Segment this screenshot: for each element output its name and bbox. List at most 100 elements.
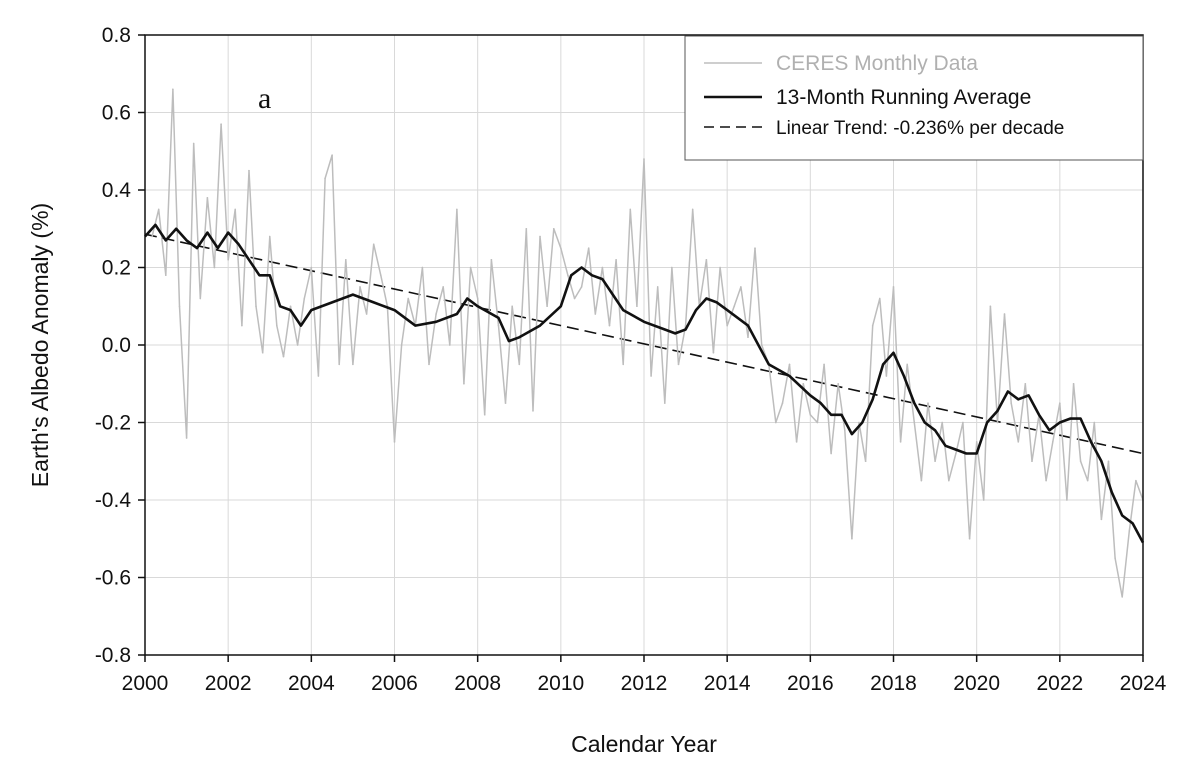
monthly-data-series	[151, 88, 1144, 598]
monthly-data-point	[684, 324, 687, 327]
monthly-data-point	[552, 227, 555, 230]
monthly-data-point	[788, 363, 791, 366]
monthly-data-point	[421, 266, 424, 269]
monthly-data-point	[407, 297, 410, 300]
monthly-data-point	[192, 142, 195, 145]
monthly-data-point	[532, 410, 534, 412]
monthly-data-line	[151, 88, 1144, 598]
x-tick-label: 2024	[1120, 672, 1167, 695]
monthly-data-point	[823, 363, 825, 366]
y-tick-label: -0.4	[95, 489, 132, 512]
monthly-data-point	[594, 313, 597, 315]
monthly-data-point	[338, 363, 340, 366]
monthly-data-point	[719, 266, 721, 269]
monthly-data-point	[539, 235, 541, 238]
panel-label: a	[258, 82, 271, 115]
y-tick-label: -0.2	[95, 412, 131, 435]
x-axis-ticks: 2000 2002 2004 2006 2008 2010 2012 2014 2016 2018…	[122, 655, 1167, 695]
y-tick-label: -0.8	[95, 644, 131, 667]
monthly-data-point	[837, 382, 839, 385]
monthly-data-point	[871, 324, 874, 327]
monthly-data-point	[726, 324, 728, 327]
monthly-data-point	[379, 274, 382, 277]
monthly-data-point	[511, 305, 513, 308]
monthly-data-point	[795, 441, 798, 443]
monthly-data-point	[393, 441, 396, 443]
monthly-data-point	[622, 363, 625, 366]
monthly-data-point	[747, 336, 749, 339]
monthly-data-point	[365, 313, 368, 315]
monthly-data-point	[580, 286, 583, 288]
y-tick-label: 0.4	[102, 179, 132, 202]
monthly-data-point	[303, 297, 306, 300]
monthly-data-point	[1114, 557, 1116, 559]
monthly-data-point	[775, 421, 777, 424]
monthly-data-point	[248, 169, 250, 172]
y-axis-title: Earth's Albedo Anomaly (%)	[27, 203, 53, 487]
monthly-data-point	[1121, 596, 1124, 598]
monthly-data-point	[497, 324, 500, 327]
monthly-data-point	[740, 286, 742, 288]
monthly-data-point	[1079, 460, 1082, 463]
monthly-data-point	[802, 382, 805, 385]
monthly-data-point	[760, 344, 763, 346]
monthly-data-point	[712, 351, 715, 354]
monthly-data-point	[975, 441, 978, 443]
monthly-data-point	[1003, 313, 1006, 315]
monthly-data-point	[476, 297, 479, 300]
monthly-data-point	[1093, 421, 1096, 424]
monthly-data-point	[567, 274, 569, 277]
monthly-data-point	[1086, 479, 1089, 482]
monthly-data-point	[982, 499, 985, 501]
monthly-data-point	[469, 266, 472, 269]
monthly-data-point	[691, 208, 694, 211]
x-tick-label: 2008	[454, 672, 501, 695]
monthly-data-point	[172, 88, 174, 91]
monthly-data-point	[185, 437, 188, 439]
x-tick-label: 2014	[704, 672, 751, 695]
monthly-data-point	[962, 421, 964, 424]
monthly-data-point	[518, 363, 521, 366]
monthly-data-point	[220, 123, 222, 125]
monthly-data-point	[1031, 460, 1033, 463]
monthly-data-point	[989, 305, 992, 308]
legend-label-monthly: CERES Monthly Data	[776, 52, 978, 75]
monthly-data-point	[934, 460, 936, 463]
monthly-data-point	[878, 297, 881, 300]
monthly-data-point	[324, 177, 326, 180]
monthly-data-point	[199, 297, 202, 300]
monthly-data-point	[955, 452, 957, 455]
monthly-data-point	[1059, 402, 1061, 404]
monthly-data-point	[705, 258, 708, 261]
monthly-data-point	[428, 363, 430, 366]
monthly-data-point	[234, 208, 237, 211]
y-axis-ticks: 0.8 0.6 0.4 0.2 0.0 -0.2 -0.4 -0.6 -0.8	[95, 24, 145, 667]
y-tick-label: 0.6	[102, 102, 131, 125]
monthly-data-point	[1017, 441, 1020, 443]
monthly-data-point	[864, 460, 867, 463]
monthly-data-point	[906, 363, 909, 366]
monthly-data-point	[255, 305, 257, 308]
y-tick-label: 0.8	[102, 24, 131, 47]
monthly-data-point	[359, 286, 361, 288]
monthly-data-point	[276, 324, 278, 327]
monthly-data-point	[546, 305, 548, 308]
monthly-data-point	[781, 402, 784, 404]
monthly-data-point	[157, 208, 160, 211]
x-tick-label: 2002	[205, 672, 252, 695]
monthly-data-point	[164, 274, 167, 277]
monthly-data-point	[504, 402, 507, 404]
monthly-data-point	[968, 537, 971, 540]
monthly-data-point	[816, 421, 819, 424]
monthly-data-point	[608, 324, 611, 327]
monthly-data-point	[656, 286, 659, 288]
monthly-data-point	[213, 266, 216, 269]
monthly-data-point	[241, 324, 243, 327]
monthly-data-point	[830, 452, 832, 455]
monthly-data-point	[677, 363, 680, 366]
monthly-data-point	[1100, 518, 1103, 521]
monthly-data-point	[948, 479, 950, 482]
monthly-data-point	[227, 258, 229, 261]
monthly-data-point	[456, 208, 458, 211]
monthly-data-point	[1072, 382, 1075, 385]
